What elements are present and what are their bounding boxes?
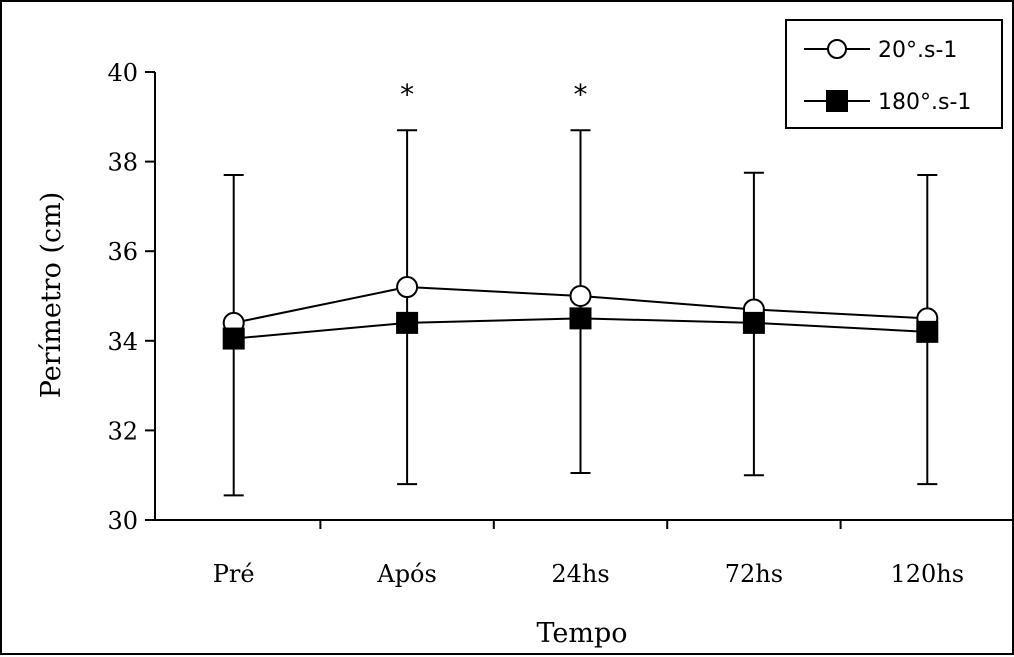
x-axis-title: Tempo xyxy=(536,618,627,649)
y-ticks: 30 32 34 36 38 40 xyxy=(107,59,155,535)
legend-box xyxy=(785,19,1003,129)
y-tick-label: 34 xyxy=(107,328,138,356)
significance-asterisk: * xyxy=(400,78,414,111)
x-tick-label: 72hs xyxy=(725,560,783,588)
marker-square xyxy=(222,327,245,350)
marker-square xyxy=(569,307,592,330)
y-tick-label: 32 xyxy=(107,417,138,445)
x-ticks: Pré Após 24hs 72hs 120hs xyxy=(213,520,1014,588)
legend-marker-square xyxy=(826,90,848,112)
significance-asterisk: * xyxy=(574,78,588,111)
annotations: * * xyxy=(400,78,587,111)
y-axis-title: Perímetro (cm) xyxy=(36,192,67,398)
marker-circle xyxy=(569,285,592,307)
x-tick-label: 120hs xyxy=(891,560,965,588)
marker-circle xyxy=(396,276,419,299)
legend: 20°.s-1 180°.s-1 xyxy=(785,19,1003,129)
legend-marker-circle xyxy=(827,39,847,59)
series-markers xyxy=(222,276,939,350)
y-tick-label: 38 xyxy=(107,149,138,177)
legend-label: 180°.s-1 xyxy=(878,90,971,115)
x-tick-label: Pré xyxy=(213,560,255,588)
marker-square xyxy=(396,311,419,334)
x-tick-label: 24hs xyxy=(551,560,609,588)
axes xyxy=(154,72,1014,521)
marker-square xyxy=(742,311,765,334)
y-tick-label: 40 xyxy=(107,59,138,87)
x-tick-label: Após xyxy=(376,560,436,588)
marker-square xyxy=(916,320,939,343)
legend-label: 20°.s-1 xyxy=(878,38,957,63)
y-tick-label: 36 xyxy=(107,238,138,266)
y-tick-label: 30 xyxy=(107,507,138,535)
